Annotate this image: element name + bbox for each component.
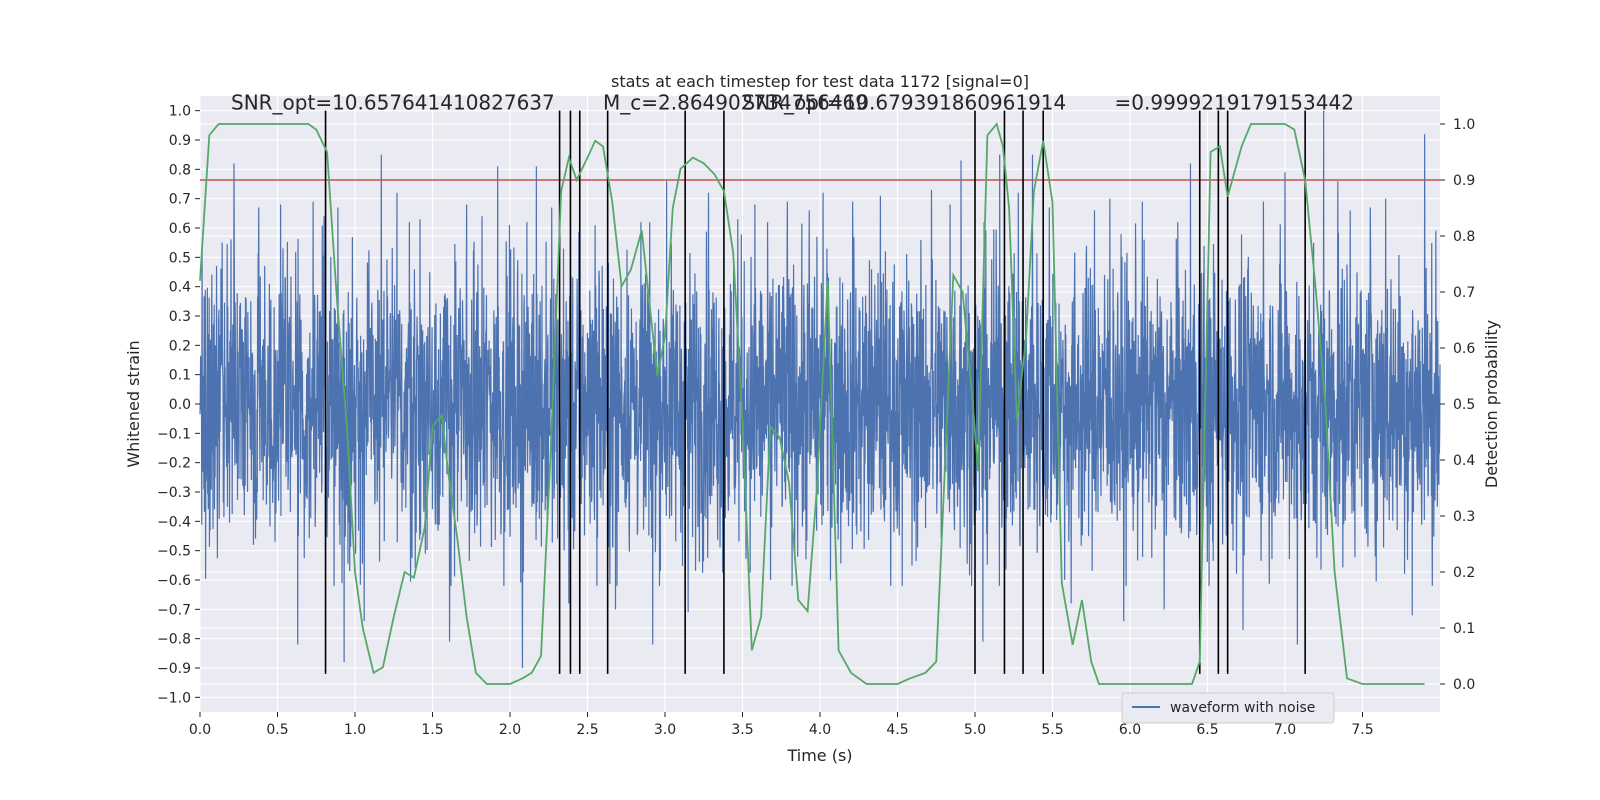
y-tick-label: 0.5: [169, 250, 191, 266]
y-right-tick-label: 0.4: [1453, 453, 1475, 469]
x-tick-label: 7.0: [1274, 722, 1296, 738]
x-tick-label: 6.5: [1196, 722, 1218, 738]
y-right-tick-label: 1.0: [1453, 117, 1475, 133]
x-tick-label: 4.0: [809, 722, 831, 738]
y-ticks-right: 0.0 0.1 0.2 0.3 0.4 0.5 0.6 0.7 0.8 0.9 1.0: [1440, 117, 1475, 693]
y-tick-label: 0.9: [169, 133, 191, 149]
y-tick-label: −0.6: [157, 573, 191, 589]
y-tick-label: 0.1: [169, 368, 191, 384]
y-right-tick-label: 0.6: [1453, 341, 1475, 357]
y-axis-label-right: Detection probability: [1482, 320, 1501, 488]
x-tick-label: 0.5: [266, 722, 288, 738]
x-tick-label: 6.0: [1119, 722, 1141, 738]
x-tick-label: 2.0: [499, 722, 521, 738]
x-tick-label: 1.0: [344, 722, 366, 738]
annotation-text: M_c=2.864902734756469: [603, 91, 868, 115]
x-tick-label: 5.5: [1041, 722, 1063, 738]
probability-series: [199, 122, 1425, 685]
y-tick-label: 0.8: [169, 162, 191, 178]
y-tick-label: −0.1: [157, 426, 191, 442]
waveform-line: [199, 110, 1441, 669]
legend-entry: waveform with noise: [1170, 700, 1315, 716]
annotation-text: SNR_opt=10.657641410827637: [231, 91, 555, 115]
y-tick-label: 0.4: [169, 280, 191, 296]
y-tick-label: −0.7: [157, 602, 191, 618]
x-tick-label: 1.5: [421, 722, 443, 738]
probability-line: [199, 122, 1425, 685]
y-tick-label: −0.3: [157, 485, 191, 501]
y-tick-label: −0.4: [157, 514, 191, 530]
vertical-lines: [324, 110, 1306, 674]
y-tick-label: −0.9: [157, 661, 191, 677]
x-tick-label: 5.0: [964, 722, 986, 738]
y-right-tick-label: 0.1: [1453, 621, 1475, 637]
y-tick-label: −0.2: [157, 456, 191, 472]
annotation-text: =0.9999219179153442: [1115, 91, 1354, 115]
y-tick-label: −0.8: [157, 632, 191, 648]
y-tick-label: 0.0: [169, 397, 191, 413]
waveform-series: [199, 110, 1441, 669]
x-axis-label: Time (s): [786, 746, 852, 765]
chart-title: stats at each timestep for test data 117…: [611, 72, 1029, 91]
y-right-tick-label: 0.5: [1453, 397, 1475, 413]
y-right-tick-label: 0.8: [1453, 229, 1475, 245]
y-tick-label: 0.2: [169, 338, 191, 354]
y-ticks-left: −1.0 −0.9 −0.8 −0.7 −0.6 −0.5 −0.4 −0.3 −0.2 −0.1…: [157, 104, 200, 706]
y-tick-label: 0.7: [169, 192, 191, 208]
y-tick-label: −0.5: [157, 544, 191, 560]
x-tick-label: 0.0: [189, 722, 211, 738]
y-tick-label: 0.6: [169, 221, 191, 237]
y-tick-label: −1.0: [157, 690, 191, 706]
legend: waveform with noise: [1121, 692, 1335, 724]
legend-box: [1121, 692, 1335, 724]
y-axis-label: Whitened strain: [124, 340, 143, 467]
x-tick-label: 3.5: [731, 722, 753, 738]
y-right-tick-label: 0.2: [1453, 565, 1475, 581]
x-tick-label: 3.0: [654, 722, 676, 738]
y-tick-label: 0.3: [169, 309, 191, 325]
y-right-tick-label: 0.3: [1453, 509, 1475, 525]
annotation-text: SNR_opt=10.679391860961914: [743, 91, 1067, 115]
y-tick-label: 1.0: [169, 104, 191, 120]
x-tick-label: 7.5: [1351, 722, 1373, 738]
x-tick-label: 2.5: [576, 722, 598, 738]
annotations: SNR_opt=10.657641410827637 M_c=2.86490273…: [231, 91, 1354, 115]
x-tick-label: 4.5: [886, 722, 908, 738]
y-right-tick-label: 0.0: [1453, 677, 1475, 693]
x-ticks: 0.0 0.5 1.0 1.5 2.0 2.5 3.0 3.5 4.0 4.5 5.0 5.5 6.0 6…: [189, 712, 1374, 738]
y-right-tick-label: 0.7: [1453, 285, 1475, 301]
y-right-tick-label: 0.9: [1453, 173, 1475, 189]
